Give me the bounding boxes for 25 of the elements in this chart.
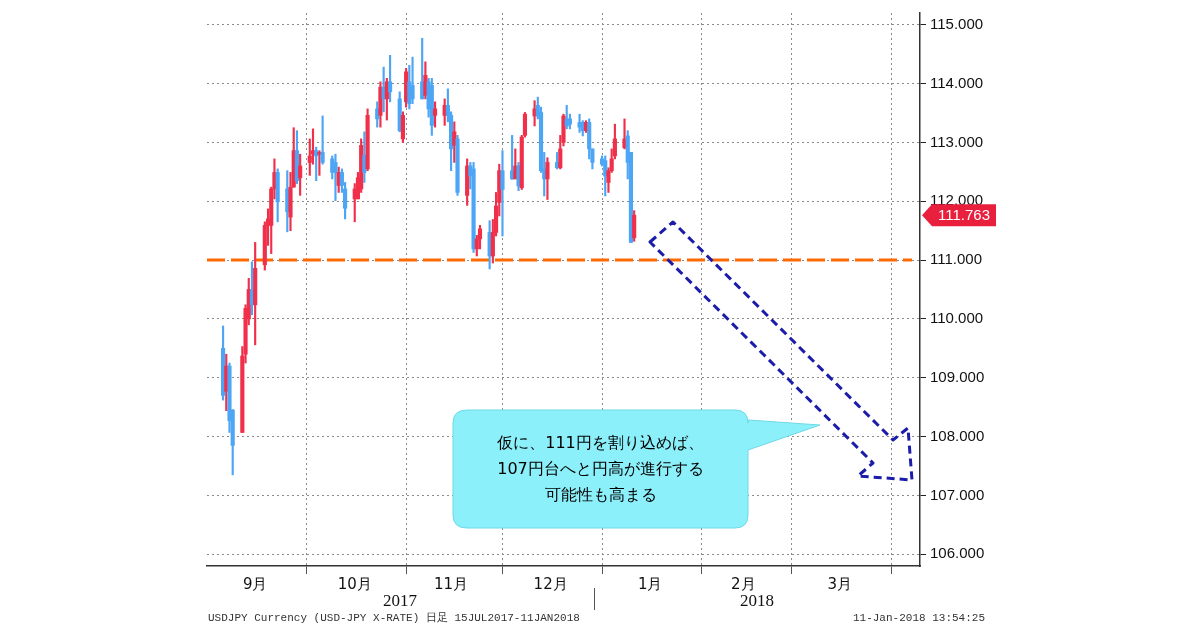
x-tick-label: 11月 (434, 574, 469, 593)
candlestick (577, 113, 582, 133)
y-tick-label: 113.000 (930, 132, 984, 150)
candlestick (622, 118, 627, 150)
text: 2017 (383, 591, 418, 611)
text: 11-Jan-2018 13:54:25 (852, 612, 985, 624)
y-tick-label: 106.000 (930, 544, 985, 562)
y-tick-label: 108.000 (930, 426, 985, 444)
annotation: 仮に、111円を割り込めば、107円台へと円高が進行する可能性も高まる (496, 432, 705, 506)
y-tick-label: 114.000 (930, 73, 984, 91)
y-tick-label: 107.000 (930, 485, 985, 503)
y-tick-label: 110.000 (930, 309, 984, 327)
y-tick-label: 109.000 (930, 367, 985, 385)
y-tick-label: 111.000 (930, 250, 982, 268)
text: 111.763 (938, 206, 990, 224)
x-tick-label: 3月 (827, 574, 852, 593)
x-tick-label: 1月 (637, 574, 663, 593)
y-tick-label: 115.000 (930, 14, 984, 32)
x-tick-label: 10月 (337, 574, 372, 593)
text: 2018 (740, 591, 774, 611)
text: USDJPY Currency (USD-JPY X-RATE) 日足 15JUL2017-11JAN2018 (208, 612, 580, 624)
x-tick-label: 12月 (533, 574, 568, 593)
x-tick-label: 9月 (242, 574, 268, 593)
x-tick-label: 2月 (731, 574, 756, 593)
y-tick-label: 112.000 (930, 191, 984, 209)
